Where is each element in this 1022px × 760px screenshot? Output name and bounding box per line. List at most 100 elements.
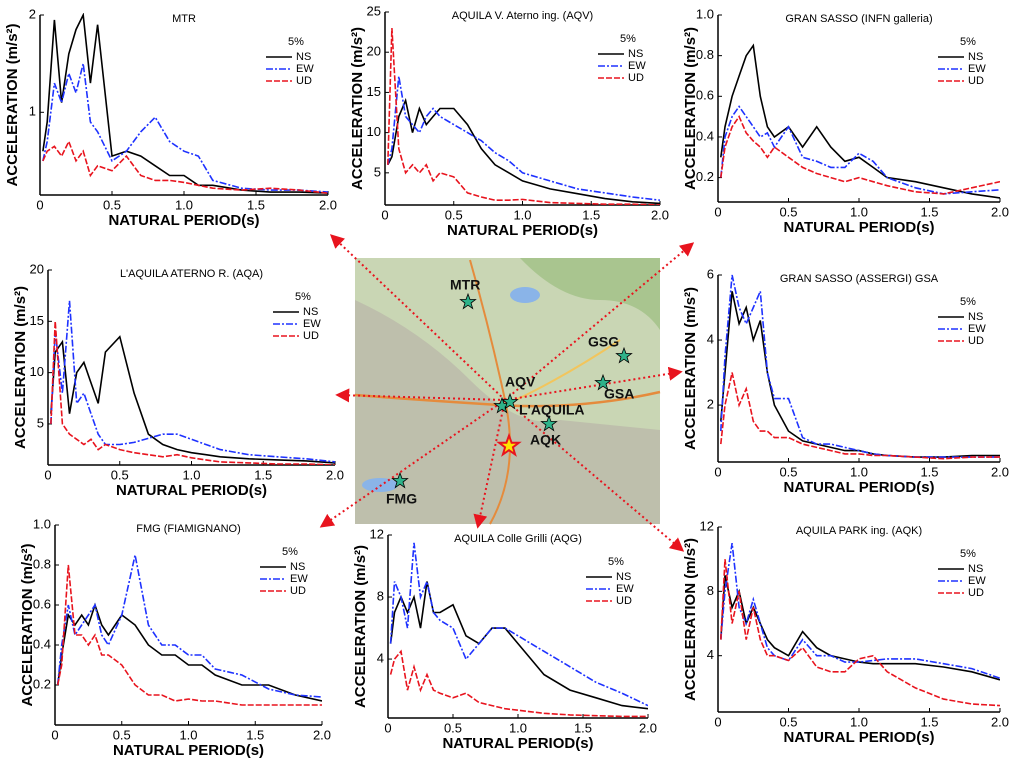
y-tick-label: 20 bbox=[367, 44, 381, 59]
annotation: 5% bbox=[288, 36, 304, 48]
legend-label: UD bbox=[290, 585, 306, 597]
chart: 00.51.01.52.00.20.40.60.81.0NATURAL PERI… bbox=[19, 516, 331, 759]
map-label: GSA bbox=[604, 386, 634, 402]
legend-label: EW bbox=[616, 583, 634, 595]
y-tick-label: 2 bbox=[707, 397, 714, 412]
y-axis-label: ACCELERATION (m/s²) bbox=[19, 543, 36, 706]
x-tick-label: 1.5 bbox=[920, 464, 938, 479]
x-tick-label: 2.0 bbox=[991, 204, 1009, 219]
series-line bbox=[721, 373, 1000, 459]
legend-label: UD bbox=[303, 330, 319, 342]
legend-label: NS bbox=[303, 306, 318, 318]
x-axis-label: NATURAL PERIOD(s) bbox=[447, 222, 598, 239]
map: MTR AQV GSG GSA L'AQUILA AQK FMG bbox=[322, 236, 692, 550]
legend-label: NS bbox=[968, 311, 983, 323]
legend-label: EW bbox=[968, 63, 986, 75]
y-axis-label: ACCELERATION (m/s²) bbox=[12, 286, 29, 449]
legend-label: UD bbox=[296, 75, 312, 87]
x-tick-label: 2.0 bbox=[991, 464, 1009, 479]
annotation: 5% bbox=[620, 33, 636, 45]
x-tick-label: 0 bbox=[384, 720, 391, 735]
series-line bbox=[51, 321, 335, 465]
series-line bbox=[58, 565, 322, 705]
series-line bbox=[391, 582, 648, 709]
legend-label: EW bbox=[290, 573, 308, 585]
annotation: 5% bbox=[960, 296, 976, 308]
x-tick-label: 1.0 bbox=[509, 720, 527, 735]
legend-label: EW bbox=[303, 318, 321, 330]
x-tick-label: 2.0 bbox=[991, 714, 1009, 729]
x-tick-label: 2.0 bbox=[639, 720, 657, 735]
x-axis-label: NATURAL PERIOD(s) bbox=[113, 742, 264, 759]
y-tick-label: 1 bbox=[29, 104, 36, 119]
series-line bbox=[388, 101, 660, 204]
y-tick-label: 4 bbox=[707, 647, 714, 662]
series-line bbox=[58, 605, 322, 701]
x-tick-label: 1.0 bbox=[850, 204, 868, 219]
legend-label: UD bbox=[616, 595, 632, 607]
annotation: 5% bbox=[608, 556, 624, 568]
x-tick-label: 0.5 bbox=[779, 204, 797, 219]
x-tick-label: 0 bbox=[381, 207, 388, 222]
series-line bbox=[721, 291, 1000, 457]
chart-title: AQUILA V. Aterno ing. (AQV) bbox=[452, 10, 593, 22]
y-axis-label: ACCELERATION (m/s²) bbox=[4, 23, 21, 186]
y-tick-label: 12 bbox=[370, 526, 384, 541]
x-axis-label: NATURAL PERIOD(s) bbox=[783, 219, 934, 236]
series-line bbox=[721, 275, 1000, 457]
x-tick-label: 1.5 bbox=[920, 204, 938, 219]
x-tick-label: 2.0 bbox=[313, 727, 331, 742]
chart: 00.51.01.52.00.20.40.60.81.0NATURAL PERI… bbox=[682, 6, 1009, 236]
x-tick-label: 1.0 bbox=[179, 727, 197, 742]
chart-title: L'AQUILA ATERNO R. (AQA) bbox=[120, 268, 263, 280]
series-line bbox=[721, 117, 1000, 194]
legend-label: EW bbox=[968, 575, 986, 587]
legend-label: NS bbox=[616, 571, 631, 583]
x-axis-label: NATURAL PERIOD(s) bbox=[116, 482, 267, 499]
y-axis-label: ACCELERATION (m/s²) bbox=[682, 538, 699, 701]
chart: 00.51.01.52.04812NATURAL PERIOD(s)ACCELE… bbox=[682, 518, 1009, 746]
map-label: MTR bbox=[450, 277, 480, 293]
y-tick-label: 15 bbox=[30, 313, 44, 328]
legend-label: UD bbox=[628, 72, 644, 84]
y-tick-label: 20 bbox=[30, 261, 44, 276]
chart-title: FMG (FIAMIGNANO) bbox=[136, 523, 241, 535]
x-tick-label: 1.5 bbox=[246, 727, 264, 742]
series-line bbox=[51, 301, 335, 462]
y-axis-label: ACCELERATION (m/s²) bbox=[352, 545, 369, 708]
series-line bbox=[391, 651, 648, 716]
x-tick-label: 0.5 bbox=[111, 467, 129, 482]
y-axis-label: ACCELERATION (m/s²) bbox=[682, 287, 699, 450]
chart-title: AQUILA Colle Grilli (AQG) bbox=[454, 533, 582, 545]
series-line bbox=[43, 15, 328, 193]
legend-label: EW bbox=[628, 60, 646, 72]
x-tick-label: 2.0 bbox=[326, 467, 344, 482]
y-tick-label: 8 bbox=[707, 583, 714, 598]
x-tick-label: 1.5 bbox=[920, 714, 938, 729]
map-label: AQK bbox=[530, 432, 561, 448]
y-tick-label: 10 bbox=[30, 364, 44, 379]
x-axis-label: NATURAL PERIOD(s) bbox=[108, 212, 259, 229]
annotation: 5% bbox=[295, 291, 311, 303]
x-tick-label: 1.0 bbox=[850, 714, 868, 729]
y-tick-label: 1.0 bbox=[696, 6, 714, 21]
series-line bbox=[43, 142, 328, 194]
x-tick-label: 2.0 bbox=[651, 207, 669, 222]
y-axis-label: ACCELERATION (m/s²) bbox=[349, 27, 366, 190]
figure: MTR AQV GSG GSA L'AQUILA AQK FMG 00.51.0… bbox=[0, 0, 1022, 760]
x-tick-label: 1.5 bbox=[582, 207, 600, 222]
series-line bbox=[58, 555, 322, 697]
map-label: L'AQUILA bbox=[519, 402, 585, 418]
chart-title: AQUILA PARK ing. (AQK) bbox=[796, 525, 922, 537]
x-tick-label: 1.0 bbox=[182, 467, 200, 482]
y-tick-label: 6 bbox=[707, 266, 714, 281]
y-tick-label: 4 bbox=[707, 331, 714, 346]
y-tick-label: 5 bbox=[374, 164, 381, 179]
y-tick-label: 5 bbox=[37, 415, 44, 430]
series-line bbox=[43, 64, 328, 193]
map-label: AQV bbox=[505, 374, 536, 390]
map-label: GSG bbox=[588, 334, 619, 350]
x-tick-label: 1.5 bbox=[254, 467, 272, 482]
y-tick-label: 1.0 bbox=[33, 516, 51, 531]
